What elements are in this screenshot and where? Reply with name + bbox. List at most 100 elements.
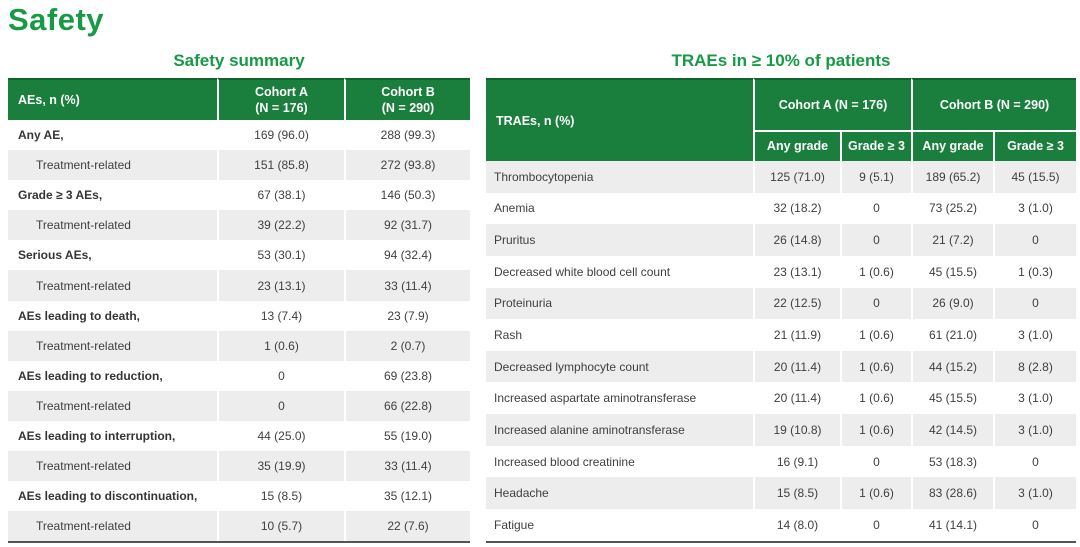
value-cell: 0 xyxy=(217,390,344,421)
header-row: AEs, n (%) Cohort A (N = 176) Cohort B (… xyxy=(8,78,470,120)
row-label: Proteinuria xyxy=(486,287,753,320)
row-label: Increased blood creatinine xyxy=(494,454,635,469)
row-label: Serious AEs, xyxy=(18,248,92,263)
table-row: AEs leading to reduction, 0 69 (23.8) xyxy=(8,360,470,391)
safety-summary-section: Safety summary AEs, n (%) Cohort A (N = … xyxy=(8,50,470,544)
value-cell: 0 xyxy=(993,224,1077,256)
value-cell: 0 xyxy=(840,509,911,541)
table-row: Thrombocytopenia 125 (71.0) 9 (5.1) 189 (65… xyxy=(486,161,1077,193)
traes-table: TRAEs, n (%) Cohort A (N = 176) Cohort B… xyxy=(486,78,1077,543)
value-cell: 10 (5.7) xyxy=(217,511,344,542)
row-label: Decreased lymphocyte count xyxy=(486,350,753,383)
row-label: Treatment-related xyxy=(8,390,217,421)
value-cell: 66 (22.8) xyxy=(344,390,470,421)
value-cell: 1 (0.6) xyxy=(840,382,911,415)
table-row: Pruritus 26 (14.8) 0 21 (7.2) 0 xyxy=(486,224,1077,256)
table-row: Rash 21 (11.9) 1 (0.6) 61 (21.0) 3 (1.0) xyxy=(486,319,1076,351)
value-cell: 0 xyxy=(840,224,911,256)
value-cell: 21 (7.2) xyxy=(911,224,993,256)
row-label: Decreased white blood cell count xyxy=(494,264,671,279)
value-cell: 169 (96.0) xyxy=(217,120,344,151)
column-header-aes: AEs, n (%) xyxy=(8,78,217,120)
safety-summary-table: AEs, n (%) Cohort A (N = 176) Cohort B (… xyxy=(8,78,470,544)
row-label: Treatment-related xyxy=(8,210,217,241)
value-cell: 94 (32.4) xyxy=(344,240,470,271)
value-cell: 39 (22.2) xyxy=(217,210,344,241)
row-label: Treatment-related xyxy=(8,270,217,301)
column-header-traes: TRAEs, n (%) xyxy=(486,78,753,161)
value-cell: 3 (1.0) xyxy=(993,192,1076,225)
table-row: Any AE, 169 (96.0) 288 (99.3) xyxy=(8,120,470,151)
row-label: AEs leading to discontinuation, xyxy=(18,489,198,504)
safety-summary-header: AEs, n (%) Cohort A (N = 176) Cohort B (… xyxy=(8,78,470,120)
value-cell: 272 (93.8) xyxy=(344,150,470,181)
column-header-any-grade-a: Any grade xyxy=(753,130,840,161)
value-cell: 146 (50.3) xyxy=(344,180,470,211)
value-cell: 45 (15.5) xyxy=(911,382,993,415)
value-cell: 0 xyxy=(993,509,1076,541)
value-cell: 15 (8.5) xyxy=(753,477,840,510)
value-cell: 45 (15.5) xyxy=(911,255,993,288)
row-label: Increased aspartate aminotransferase xyxy=(494,391,697,406)
value-cell: 26 (14.8) xyxy=(753,224,840,256)
row-label: Fatigue xyxy=(494,517,535,532)
row-label: Rash xyxy=(494,328,523,343)
row-label: Any AE, xyxy=(18,128,64,143)
safety-summary-title: Safety summary xyxy=(173,51,305,70)
value-cell: 69 (23.8) xyxy=(344,360,470,391)
value-cell: 33 (11.4) xyxy=(344,451,470,482)
value-cell: 41 (14.1) xyxy=(911,509,993,541)
value-cell: 3 (1.0) xyxy=(993,477,1077,510)
value-cell: 2 (0.7) xyxy=(344,330,470,361)
value-cell: 45 (15.5) xyxy=(993,161,1077,193)
group-header-cohort-b: Cohort B (N = 290) xyxy=(911,78,1077,130)
value-cell: 92 (31.7) xyxy=(344,210,470,241)
value-cell: 0 xyxy=(993,445,1076,478)
value-cell: 21 (11.9) xyxy=(753,319,840,351)
value-cell: 23 (13.1) xyxy=(217,270,344,301)
value-cell: 3 (1.0) xyxy=(993,319,1076,351)
table-row: Treatment-related 0 66 (22.8) xyxy=(8,390,470,421)
table-row: Treatment-related 35 (19.9) 33 (11.4) xyxy=(8,451,470,482)
value-cell: 1 (0.3) xyxy=(993,255,1076,288)
row-label: Treatment-related xyxy=(8,451,217,482)
value-cell: 35 (12.1) xyxy=(344,481,470,512)
value-cell: 42 (14.5) xyxy=(911,414,993,446)
value-cell: 13 (7.4) xyxy=(217,300,344,331)
value-cell: 1 (0.6) xyxy=(840,414,911,446)
value-cell: 20 (11.4) xyxy=(753,350,840,383)
value-cell: 26 (9.0) xyxy=(911,287,993,320)
value-cell: 14 (8.0) xyxy=(753,509,840,541)
row-label: Thrombocytopenia xyxy=(486,161,753,193)
table-row: Fatigue 14 (8.0) 0 41 (14.1) 0 xyxy=(486,509,1076,541)
value-cell: 8 (2.8) xyxy=(993,350,1077,383)
value-cell: 33 (11.4) xyxy=(344,270,470,301)
value-cell: 61 (21.0) xyxy=(911,319,993,351)
table-row: AEs leading to death, 13 (7.4) 23 (7.9) xyxy=(8,300,470,331)
table-row: Decreased white blood cell count 23 (13.1… xyxy=(486,255,1076,288)
value-cell: 73 (25.2) xyxy=(911,192,993,225)
row-label: Treatment-related xyxy=(8,330,217,361)
value-cell: 151 (85.8) xyxy=(217,150,344,181)
column-header-cohort-b: Cohort B (N = 290) xyxy=(344,78,470,120)
table-row: Decreased lymphocyte count 20 (11.4) 1 (0.… xyxy=(486,350,1077,383)
value-cell: 19 (10.8) xyxy=(753,414,840,446)
value-cell: 288 (99.3) xyxy=(344,120,470,151)
value-cell: 44 (15.2) xyxy=(911,350,993,383)
traes-header: TRAEs, n (%) Cohort A (N = 176) Cohort B… xyxy=(486,78,1077,161)
value-cell: 22 (12.5) xyxy=(753,287,840,320)
value-cell: 35 (19.9) xyxy=(217,451,344,482)
table-row: Increased aspartate aminotransferase 20 (… xyxy=(486,382,1076,415)
table-row: Treatment-related 1 (0.6) 2 (0.7) xyxy=(8,330,470,361)
value-cell: 53 (18.3) xyxy=(911,445,993,478)
value-cell: 22 (7.6) xyxy=(344,511,470,542)
value-cell: 83 (28.6) xyxy=(911,477,993,510)
table-row: Increased blood creatinine 16 (9.1) 0 53 (1… xyxy=(486,445,1076,478)
row-label: Increased alanine aminotransferase xyxy=(486,414,753,446)
value-cell: 0 xyxy=(840,445,911,478)
page-title: Safety xyxy=(8,2,105,37)
header-group-row: TRAEs, n (%) Cohort A (N = 176) Cohort B… xyxy=(486,78,1077,161)
row-label: Headache xyxy=(486,477,753,510)
table-row: Treatment-related 39 (22.2) 92 (31.7) xyxy=(8,210,470,241)
